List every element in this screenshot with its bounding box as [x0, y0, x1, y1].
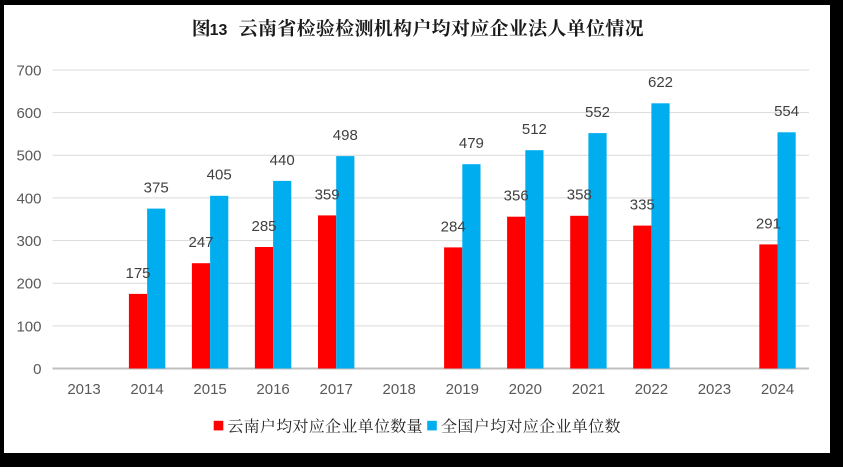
svg-text:0: 0: [33, 361, 41, 378]
svg-text:359: 359: [315, 186, 340, 203]
svg-text:175: 175: [125, 265, 150, 282]
svg-text:2022: 2022: [635, 381, 668, 398]
svg-text:2015: 2015: [193, 381, 226, 398]
svg-text:356: 356: [504, 188, 529, 205]
svg-text:2019: 2019: [446, 381, 479, 398]
svg-text:100: 100: [16, 318, 41, 335]
svg-text:500: 500: [16, 148, 41, 165]
svg-text:622: 622: [648, 74, 673, 91]
svg-text:2013: 2013: [67, 381, 100, 398]
svg-text:2017: 2017: [320, 381, 353, 398]
svg-text:375: 375: [144, 180, 169, 197]
svg-text:2023: 2023: [698, 381, 731, 398]
svg-text:2021: 2021: [572, 381, 605, 398]
svg-text:600: 600: [16, 105, 41, 122]
svg-text:512: 512: [522, 121, 547, 138]
svg-text:291: 291: [756, 215, 781, 232]
svg-text:200: 200: [16, 276, 41, 293]
svg-text:440: 440: [270, 152, 295, 169]
svg-text:247: 247: [188, 234, 213, 251]
svg-text:13: 13: [210, 22, 228, 39]
svg-text:284: 284: [441, 218, 466, 235]
svg-text:554: 554: [774, 103, 799, 120]
svg-text:2014: 2014: [130, 381, 163, 398]
svg-text:2018: 2018: [383, 381, 416, 398]
svg-text:2020: 2020: [509, 381, 542, 398]
svg-text:552: 552: [585, 104, 610, 121]
svg-text:479: 479: [459, 135, 484, 152]
svg-text:358: 358: [567, 187, 592, 204]
svg-text:700: 700: [16, 62, 41, 79]
svg-text:400: 400: [16, 190, 41, 207]
svg-text:405: 405: [207, 167, 232, 184]
svg-text:300: 300: [16, 233, 41, 250]
svg-text:285: 285: [251, 218, 276, 235]
svg-text:498: 498: [333, 127, 358, 144]
svg-text:2016: 2016: [256, 381, 289, 398]
svg-text:2024: 2024: [761, 381, 794, 398]
svg-text:335: 335: [630, 197, 655, 214]
